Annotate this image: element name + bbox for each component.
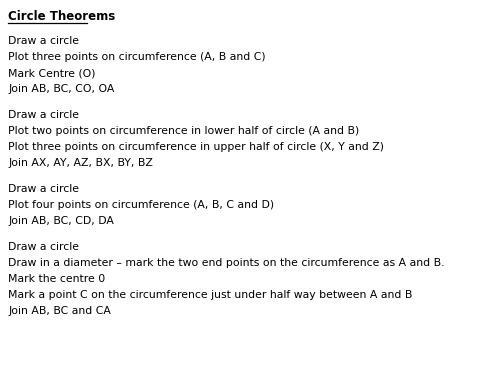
Text: Plot three points on circumference (A, B and C): Plot three points on circumference (A, B… (8, 52, 266, 62)
Text: Join AB, BC, CO, OA: Join AB, BC, CO, OA (8, 84, 115, 94)
Text: Join AB, BC, CD, DA: Join AB, BC, CD, DA (8, 216, 114, 226)
Text: Plot three points on circumference in upper half of circle (X, Y and Z): Plot three points on circumference in up… (8, 142, 384, 152)
Text: Draw in a diameter – mark the two end points on the circumference as A and B.: Draw in a diameter – mark the two end po… (8, 258, 444, 268)
Text: Draw a circle: Draw a circle (8, 242, 79, 252)
Text: Mark Centre (O): Mark Centre (O) (8, 68, 96, 78)
Text: Join AB, BC and CA: Join AB, BC and CA (8, 306, 111, 316)
Text: Join AX, AY, AZ, BX, BY, BZ: Join AX, AY, AZ, BX, BY, BZ (8, 158, 153, 168)
Text: Circle Theorems: Circle Theorems (8, 10, 115, 23)
Text: Draw a circle: Draw a circle (8, 184, 79, 194)
Text: Plot two points on circumference in lower half of circle (A and B): Plot two points on circumference in lowe… (8, 126, 359, 136)
Text: Mark the centre 0: Mark the centre 0 (8, 274, 105, 284)
Text: Draw a circle: Draw a circle (8, 36, 79, 46)
Text: Mark a point C on the circumference just under half way between A and B: Mark a point C on the circumference just… (8, 290, 412, 300)
Text: Plot four points on circumference (A, B, C and D): Plot four points on circumference (A, B,… (8, 200, 274, 210)
Text: Draw a circle: Draw a circle (8, 110, 79, 120)
